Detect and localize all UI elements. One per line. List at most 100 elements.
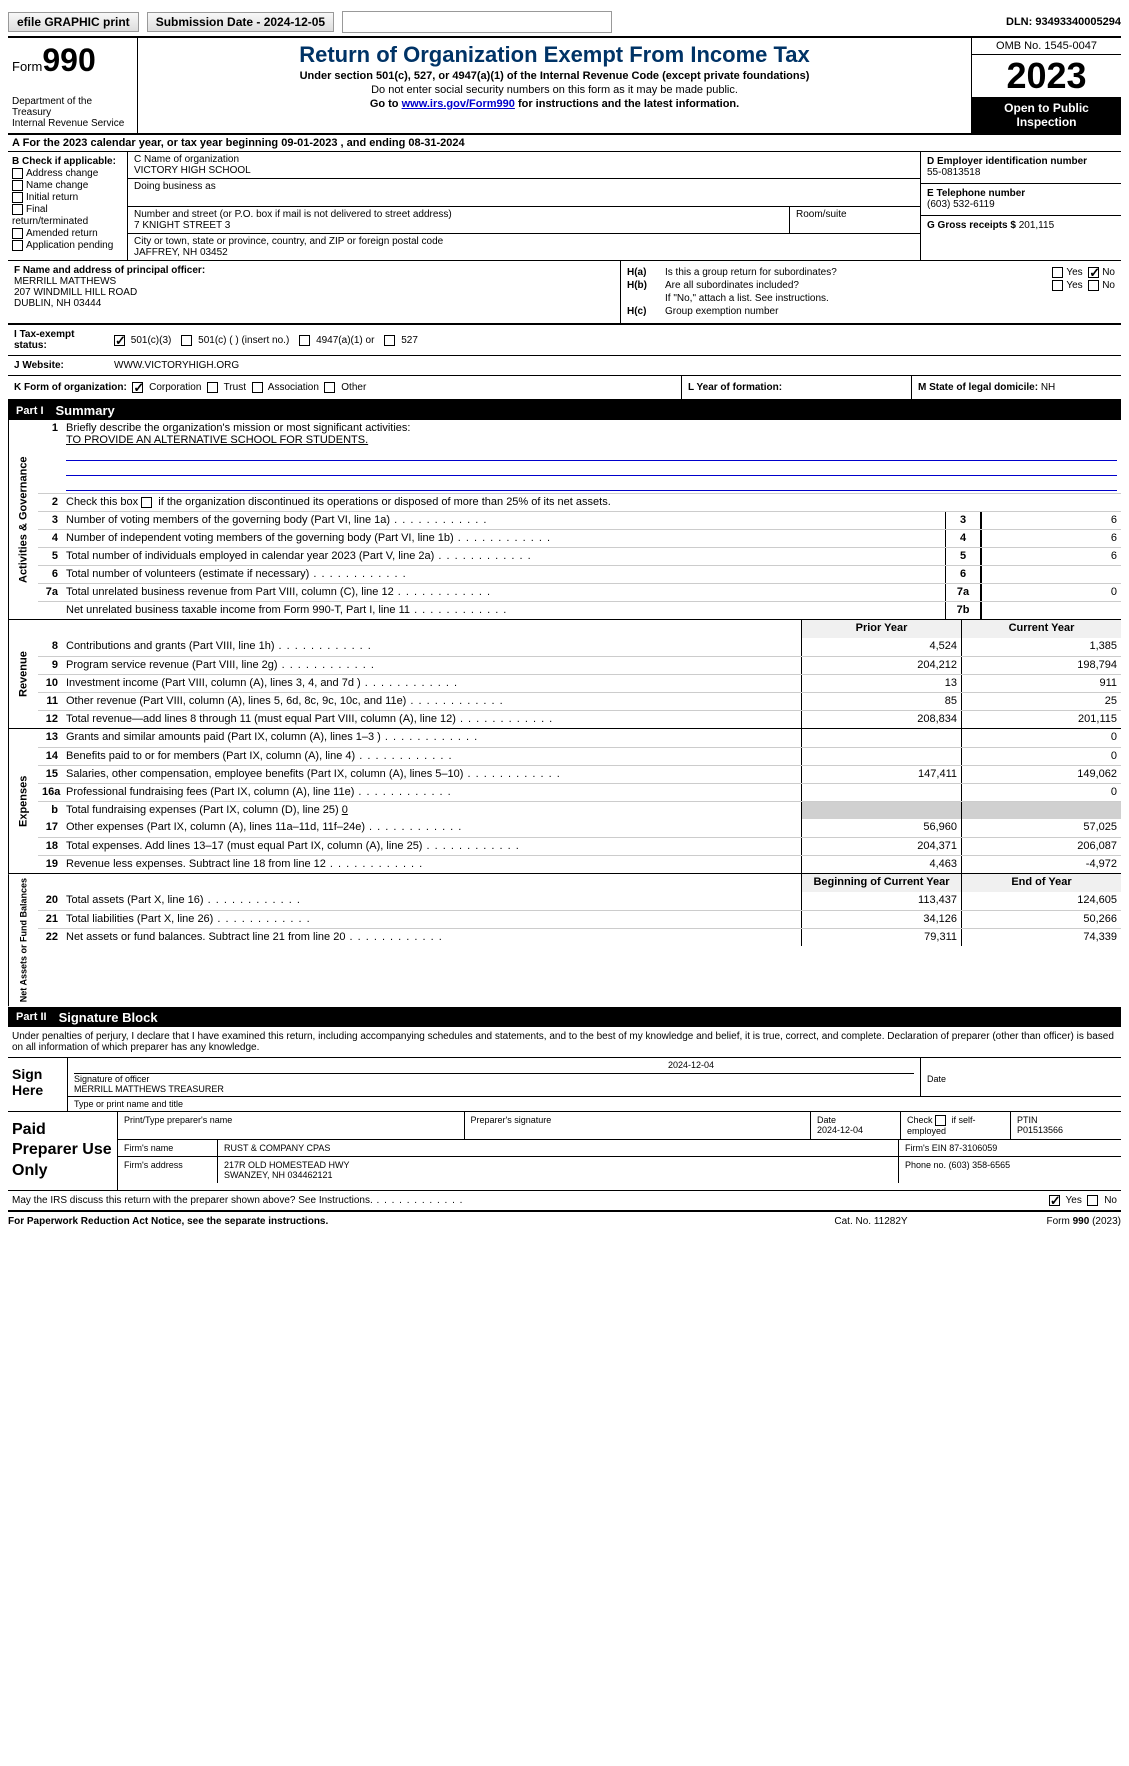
b-opt-2: Initial return	[26, 192, 78, 203]
l4v: 6	[981, 530, 1121, 547]
b-opt-5: Application pending	[26, 240, 113, 251]
table-row: 11Other revenue (Part VIII, column (A), …	[38, 692, 1121, 710]
hb-yes-checkbox[interactable]	[1052, 280, 1063, 291]
k-opt1: Trust	[224, 382, 246, 393]
table-row: 10Investment income (Part VIII, column (…	[38, 674, 1121, 692]
part2-header: Part II Signature Block	[8, 1008, 1121, 1027]
section-ag: Activities & Governance 1 Briefly descri…	[8, 420, 1121, 620]
checkbox-app-pending[interactable]	[12, 240, 23, 251]
hc-label: H(c)	[627, 306, 665, 317]
checkbox-address-change[interactable]	[12, 168, 23, 179]
form-note1: Do not enter social security numbers on …	[148, 84, 961, 96]
part1-title: Summary	[56, 403, 115, 418]
chk-527[interactable]	[384, 335, 395, 346]
chk-501c3[interactable]	[114, 335, 125, 346]
net-begin-hdr: Beginning of Current Year	[801, 874, 961, 892]
period-begin: 09-01-2023	[281, 137, 337, 149]
footer-r1: Form	[1047, 1216, 1073, 1227]
l16b-p	[801, 802, 961, 819]
ha-no-checkbox[interactable]	[1088, 267, 1099, 278]
part1-num: Part I	[16, 405, 44, 417]
l6v	[981, 566, 1121, 583]
l7bv	[981, 602, 1121, 619]
rev-prior-hdr: Prior Year	[801, 620, 961, 638]
footer-r2: 990	[1073, 1216, 1090, 1227]
vside-net: Net Assets or Fund Balances	[8, 874, 38, 1006]
chk-501c[interactable]	[181, 335, 192, 346]
table-row: 21Total liabilities (Part X, line 26)34,…	[38, 910, 1121, 928]
l6: Total number of volunteers (estimate if …	[62, 566, 945, 583]
checkbox-final-return[interactable]	[12, 204, 23, 215]
l16b-c	[961, 802, 1121, 819]
k-opt2: Association	[268, 382, 319, 393]
l1-value: TO PROVIDE AN ALTERNATIVE SCHOOL FOR STU…	[66, 434, 368, 446]
f-addr1: 207 WINDMILL HILL ROAD	[14, 287, 137, 298]
e-label: E Telephone number	[927, 188, 1025, 199]
sig-name: MERRILL MATTHEWS TREASURER	[74, 1084, 224, 1094]
hb-note: If "No," attach a list. See instructions…	[665, 293, 1115, 304]
chk-trust[interactable]	[207, 382, 218, 393]
f-addr2: DUBLIN, NH 03444	[14, 298, 101, 309]
c-room-label: Room/suite	[790, 207, 920, 233]
sig-intro: Under penalties of perjury, I declare th…	[8, 1027, 1121, 1058]
hb-label: H(b)	[627, 280, 665, 291]
sig-label: Signature of officer	[74, 1074, 149, 1084]
checkbox-amended[interactable]	[12, 228, 23, 239]
paid-h5v: P01513566	[1017, 1125, 1063, 1135]
note2-pre: Go to	[370, 98, 402, 110]
discuss-no: No	[1104, 1195, 1117, 1206]
table-row: 15Salaries, other compensation, employee…	[38, 765, 1121, 783]
box-b-title: B Check if applicable:	[12, 156, 116, 167]
submission-date: Submission Date - 2024-12-05	[147, 12, 334, 32]
box-h: H(a) Is this a group return for subordin…	[621, 261, 1121, 323]
part1-header: Part I Summary	[8, 401, 1121, 420]
part2-num: Part II	[16, 1011, 47, 1023]
c-city: JAFFREY, NH 03452	[134, 247, 914, 258]
vside-rev: Revenue	[8, 620, 38, 728]
section-net: Net Assets or Fund Balances Beginning of…	[8, 874, 1121, 1007]
f-label: F Name and address of principal officer:	[14, 265, 205, 276]
sig-nametitle-label: Type or print name and title	[68, 1097, 1121, 1111]
chk-corp[interactable]	[132, 382, 143, 393]
table-row: 22Net assets or fund balances. Subtract …	[38, 928, 1121, 946]
ha-yes-checkbox[interactable]	[1052, 267, 1063, 278]
discuss-yes-checkbox[interactable]	[1049, 1195, 1060, 1206]
irs-link[interactable]: www.irs.gov/Form990	[402, 98, 515, 110]
l5v: 6	[981, 548, 1121, 565]
checkbox-name-change[interactable]	[12, 180, 23, 191]
omb-number: OMB No. 1545-0047	[972, 38, 1121, 55]
l2: Check this box if the organization disco…	[66, 496, 611, 508]
chk-self-employed[interactable]	[935, 1115, 946, 1126]
sig-date-label: Date	[927, 1074, 946, 1084]
paid-firm-label: Firm's name	[118, 1140, 218, 1156]
fh-block: F Name and address of principal officer:…	[8, 261, 1121, 324]
c-street-label: Number and street (or P.O. box if mail i…	[134, 209, 783, 220]
i-text: Tax-exempt status:	[14, 329, 74, 351]
discuss-no-checkbox[interactable]	[1087, 1195, 1098, 1206]
chk-4947[interactable]	[299, 335, 310, 346]
chk-assoc[interactable]	[252, 382, 263, 393]
box-f: F Name and address of principal officer:…	[8, 261, 621, 323]
paid-h3: Date	[817, 1115, 836, 1125]
b-opt-4: Amended return	[26, 228, 98, 239]
rev-current-hdr: Current Year	[961, 620, 1121, 638]
hb-no-checkbox[interactable]	[1088, 280, 1099, 291]
footer-left: For Paperwork Reduction Act Notice, see …	[8, 1216, 771, 1227]
l7av: 0	[981, 584, 1121, 601]
paid-label: Paid Preparer Use Only	[8, 1112, 118, 1190]
checkbox-initial-return[interactable]	[12, 192, 23, 203]
k-label: K Form of organization:	[14, 382, 127, 393]
paid-addr1: 217R OLD HOMESTEAD HWY	[224, 1160, 350, 1170]
k-opt3: Other	[341, 382, 366, 393]
ha-text: Is this a group return for subordinates?	[665, 267, 1005, 278]
chk-discontinued[interactable]	[141, 497, 152, 508]
b-opt-1: Name change	[26, 180, 88, 191]
i-opt2: 501(c) ( ) (insert no.)	[198, 335, 289, 346]
l1-label: Briefly describe the organization's miss…	[66, 422, 410, 434]
hb-yes: Yes	[1066, 280, 1082, 291]
chk-other[interactable]	[324, 382, 335, 393]
c-street: 7 KNIGHT STREET 3	[134, 220, 783, 231]
efile-print-button[interactable]: efile GRAPHIC print	[8, 12, 139, 32]
table-row: 9Program service revenue (Part VIII, lin…	[38, 656, 1121, 674]
vside-ag: Activities & Governance	[8, 420, 38, 619]
